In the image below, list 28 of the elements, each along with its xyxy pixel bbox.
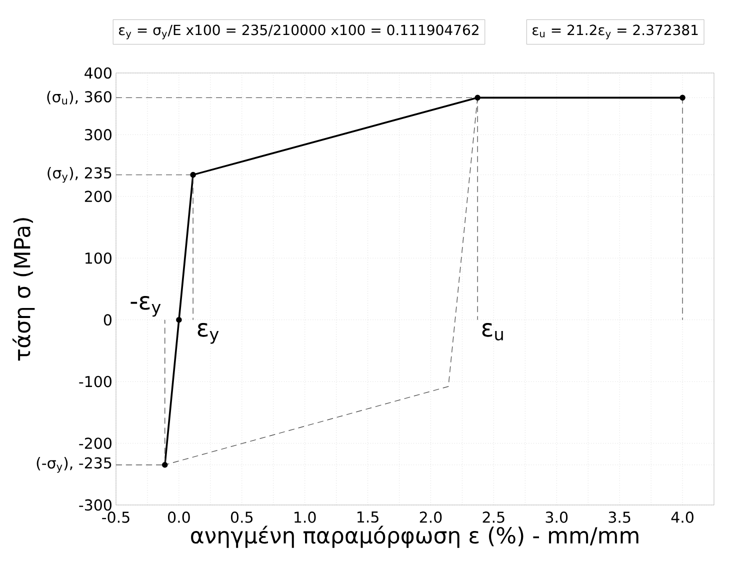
x-tick-label: 0.0 (168, 512, 190, 523)
x-tick-label: -0.5 (102, 512, 130, 523)
y-tick-label: 100 (85, 252, 112, 264)
annotation: -ε$_{y}$ (130, 296, 161, 317)
y-tick-label: (σ$_{u}$), 360 (47, 90, 112, 105)
y-tick-label: (σ$_{y}$), 235 (48, 166, 112, 183)
annotation: ε$_{y}$ (198, 323, 219, 344)
x-tick-label: 1.5 (358, 512, 378, 523)
text: ε$_{y}$ = σ$_{y}$/E x100 = 235/210000 x100 = 0.111904762 (118, 24, 478, 40)
y-tick-label: 200 (84, 190, 112, 202)
x-tick-label: 2.0 (420, 512, 442, 523)
y-tick-label: 300 (84, 129, 112, 140)
x-tick-label: 1.0 (294, 512, 316, 523)
x-axis-title: ανηγμένη παραμόρφωση ε (%) - mm/mm (191, 526, 638, 548)
text: ε$_{u}$ = 21.2ε$_{y}$ = 2.372381 (532, 24, 698, 40)
x-tick-label: 0.5 (230, 512, 253, 523)
x-tick-label: 2.5 (482, 512, 504, 523)
y-tick-label: (-σ$_{y}$), -235 (36, 457, 112, 473)
y-tick-label: 0 (104, 314, 112, 326)
y-tick-label: -200 (79, 438, 112, 449)
annotation: ε$_{u}$ (482, 323, 503, 340)
y-axis-title: τάση σ (MPa) (12, 218, 35, 361)
y-tick-label: -100 (79, 376, 112, 388)
y-tick-label: -300 (79, 499, 112, 511)
y-tick-label: 400 (84, 67, 112, 79)
x-tick-label: 3.5 (608, 512, 630, 523)
x-tick-label: 3.0 (546, 512, 568, 523)
x-tick-label: 4.0 (671, 512, 694, 523)
